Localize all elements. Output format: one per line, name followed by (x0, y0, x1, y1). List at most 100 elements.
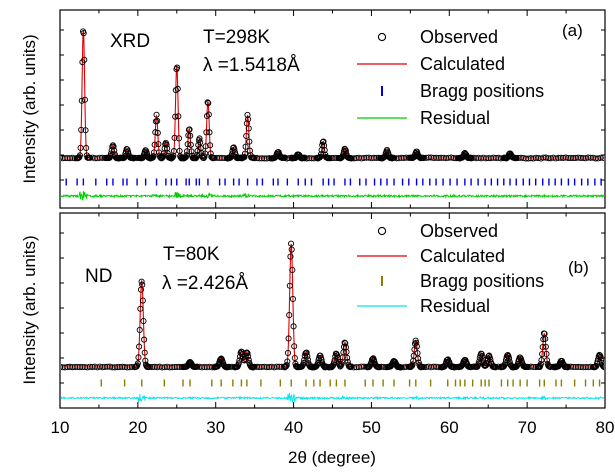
observed-point (243, 120, 250, 127)
observed-point (244, 111, 251, 118)
legend-b: Observed Calculated Bragg positions Residua… (357, 221, 544, 316)
legend-item: Calculated (357, 54, 505, 74)
observed-point (80, 30, 87, 37)
x-tick-label: 60 (440, 418, 459, 437)
observed-point (170, 152, 177, 159)
observed-point (317, 151, 325, 158)
observed-point (187, 132, 194, 139)
observed-point (343, 348, 350, 355)
observed-point (172, 113, 179, 120)
observed-point (71, 155, 78, 162)
observed-point (539, 350, 546, 358)
observed-point (136, 326, 143, 334)
legend-item: Observed (377, 27, 498, 47)
observed-point (129, 154, 136, 161)
observed-point (303, 349, 310, 356)
observed-point (479, 353, 486, 360)
observed-point (246, 138, 253, 145)
observed-point (601, 364, 604, 371)
observed-point (183, 152, 190, 159)
observed-point (235, 360, 242, 367)
observed-point (184, 141, 191, 148)
panel-label-a: (a) (562, 21, 583, 40)
observed-point (513, 154, 520, 162)
observed-point (81, 96, 88, 103)
observed-point (409, 361, 416, 368)
observed-point (532, 363, 539, 371)
observed-point (203, 129, 210, 136)
observed-point (415, 355, 422, 362)
observed-point (286, 282, 293, 289)
observed-point (82, 127, 89, 134)
legend-label: Calculated (420, 54, 505, 74)
legend-marker (377, 226, 387, 236)
wavelength-label: λ =1.5418Å (203, 55, 300, 76)
observed-point (321, 147, 328, 154)
observed-point (188, 148, 195, 155)
observed-point (597, 154, 604, 161)
residual-curve (61, 392, 604, 404)
observed-point (319, 139, 326, 146)
observed-point (203, 112, 211, 120)
legend-a: Observed Calculated Bragg positions Residua… (357, 27, 544, 128)
observed-point (542, 343, 549, 350)
observed-point (135, 354, 142, 361)
observed-point (598, 356, 604, 363)
observed-point (241, 154, 248, 161)
observed-point (205, 100, 212, 107)
legend-item: Residual (357, 296, 490, 316)
observed-point (197, 139, 204, 146)
observed-point (141, 349, 148, 356)
observed-point (334, 352, 341, 359)
observed-point (286, 312, 293, 319)
observed-point (134, 360, 141, 367)
legend-label: Observed (420, 221, 498, 241)
observed-point (304, 353, 311, 360)
observed-point (289, 266, 296, 274)
wavelength-label: λ =2.426Å (162, 273, 248, 294)
observed-series (61, 240, 604, 371)
legend-item: Bragg positions (381, 271, 544, 291)
observed-point (316, 154, 323, 161)
observed-point (204, 99, 211, 106)
observed-point (78, 126, 85, 133)
observed-point (241, 150, 249, 157)
observed-series (61, 28, 604, 162)
legend-label: Residual (420, 296, 490, 316)
observed-point (476, 358, 483, 365)
observed-point (244, 350, 251, 357)
legend-label: Calculated (420, 246, 505, 266)
observed-point (150, 153, 157, 160)
x-tick-label: 80 (596, 418, 615, 437)
observed-point (142, 357, 149, 364)
observed-point (542, 335, 549, 342)
observed-point (283, 362, 290, 369)
observed-point (245, 116, 252, 123)
y-axis-label-b: Intensity (arb. units) (20, 235, 39, 384)
observed-point (601, 364, 604, 371)
panel-nd: 10 20 30 40 50 60 70 80 ND T=80K λ =2.426Å (b) … (20, 212, 615, 437)
x-tick-label: 40 (284, 418, 303, 437)
x-tick-label: 10 (51, 418, 70, 437)
observed-point (192, 155, 199, 162)
observed-point (140, 317, 147, 325)
observed-point (154, 129, 161, 136)
technique-label: XRD (110, 31, 150, 52)
observed-point (342, 344, 349, 351)
observed-point (83, 144, 90, 152)
observed-point (304, 356, 311, 363)
observed-point (186, 126, 193, 133)
observed-point (291, 354, 298, 362)
observed-point (478, 350, 485, 357)
legend-label: Observed (420, 27, 498, 47)
observed-point (413, 343, 420, 350)
observed-point (246, 147, 254, 154)
x-axis-label: 2θ (degree) (288, 448, 376, 467)
observed-point (543, 350, 550, 357)
observed-point (159, 153, 166, 161)
y-axis-label-a: Intensity (arb. units) (20, 34, 39, 183)
observed-point (291, 343, 298, 350)
legend-label: Residual (420, 108, 490, 128)
observed-point (154, 117, 161, 125)
x-tick-label: 50 (362, 418, 381, 437)
